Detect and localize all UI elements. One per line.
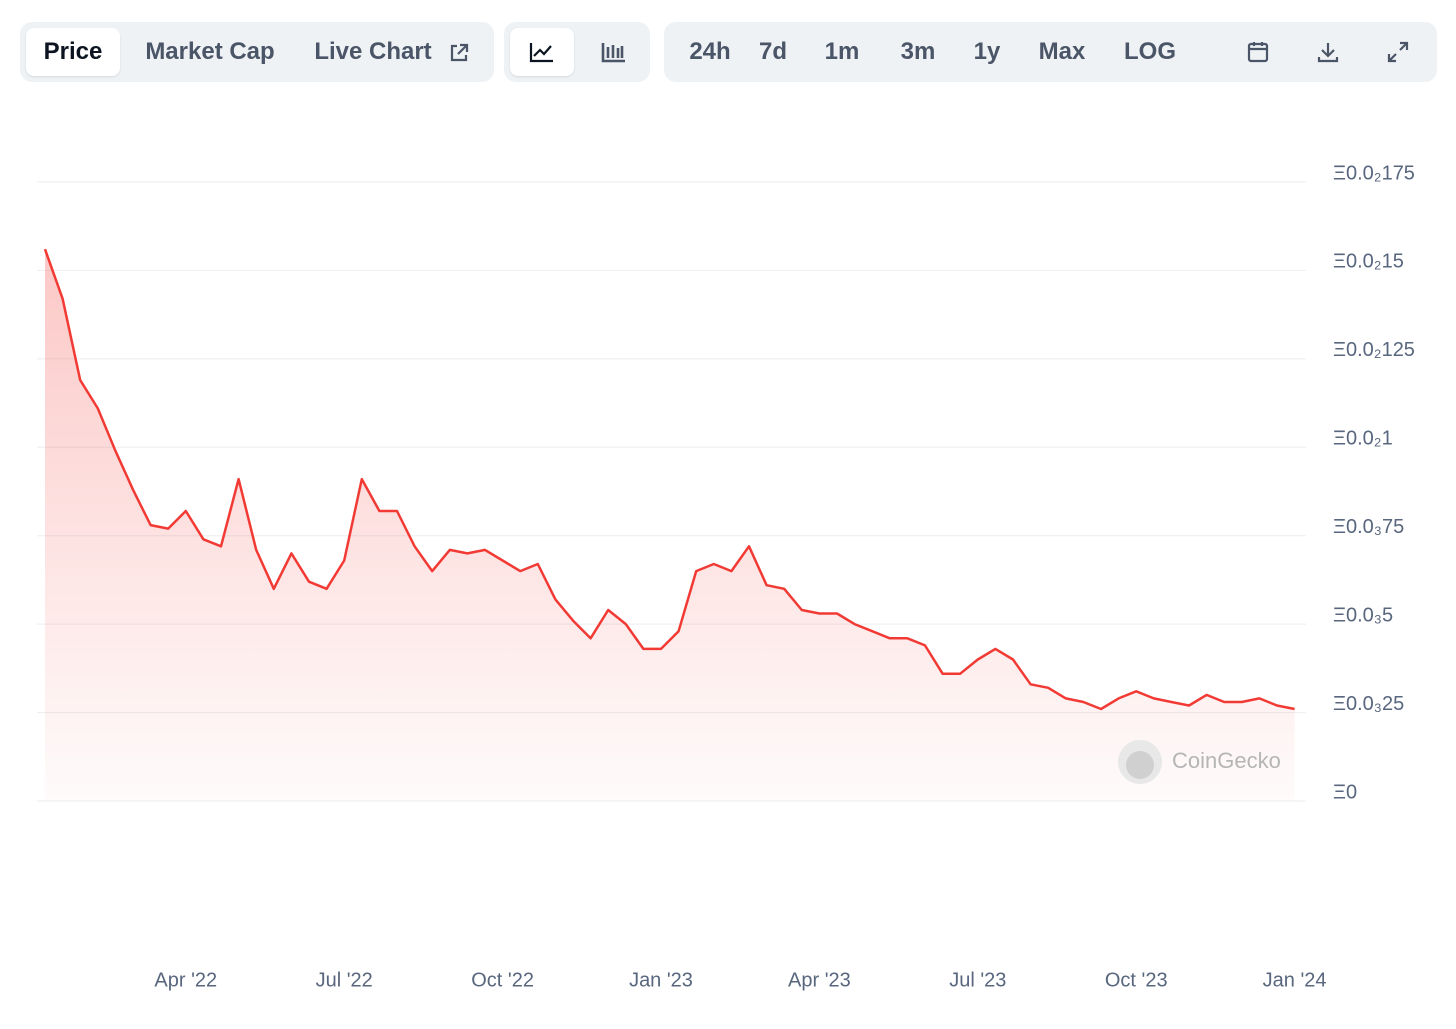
y-tick-label: Ξ0.0₂15 — [1333, 251, 1404, 273]
x-tick-label: Apr '23 — [788, 969, 851, 991]
watermark — [1118, 740, 1162, 784]
tab[interactable]: Live Chart — [314, 38, 432, 65]
tab[interactable]: Price — [26, 28, 120, 76]
chart-type-group — [504, 22, 650, 82]
tab[interactable]: Market Cap — [145, 38, 275, 65]
x-tick-label: Oct '22 — [471, 969, 534, 991]
range-button[interactable]: LOG — [1124, 38, 1176, 65]
x-tick-label: Jul '22 — [316, 969, 373, 991]
expand-icon[interactable] — [1386, 40, 1410, 64]
x-tick-label: Jan '23 — [629, 969, 693, 991]
range-group: 24h 7d 1m 3m 1y Max LOG — [664, 22, 1437, 82]
range-button[interactable]: 3m — [900, 38, 936, 65]
download-icon[interactable] — [1316, 40, 1340, 64]
y-tick-label: Ξ0 — [1333, 781, 1357, 803]
watermark-text: CoinGecko — [1172, 748, 1281, 773]
range-button[interactable]: Max — [1038, 38, 1086, 65]
line-chart-button[interactable] — [510, 28, 574, 76]
x-tick-label: Apr '22 — [154, 969, 217, 991]
y-tick-label: Ξ0.0₂125 — [1333, 339, 1415, 361]
x-tick-label: Jan '24 — [1263, 969, 1327, 991]
candle-icon — [601, 43, 625, 63]
price-line — [43, 248, 1295, 711]
y-tick-label: Ξ0.0₃75 — [1333, 516, 1404, 538]
y-tick-label: Ξ0.0₂175 — [1333, 162, 1415, 184]
area — [45, 249, 1295, 801]
y-tick-label: Ξ0.0₂1 — [1333, 428, 1393, 450]
range-button[interactable]: 1y — [973, 38, 1001, 65]
candle-chart-button[interactable] — [582, 28, 646, 76]
range-button[interactable]: 24h — [689, 38, 731, 65]
x-tick-label: Jul '23 — [949, 969, 1006, 991]
range-button[interactable]: 7d — [758, 38, 787, 65]
y-tick-label: Ξ0.0₃5 — [1333, 604, 1393, 626]
line-icon — [529, 43, 553, 63]
y-tick-label: Ξ0.0₃25 — [1333, 693, 1404, 715]
tab-group: Price Market Cap Live Chart — [20, 22, 494, 82]
calendar-icon[interactable] — [1246, 40, 1270, 64]
external-icon — [450, 43, 469, 62]
range-button[interactable]: 1m — [824, 38, 860, 65]
x-tick-label: Oct '23 — [1105, 969, 1168, 991]
